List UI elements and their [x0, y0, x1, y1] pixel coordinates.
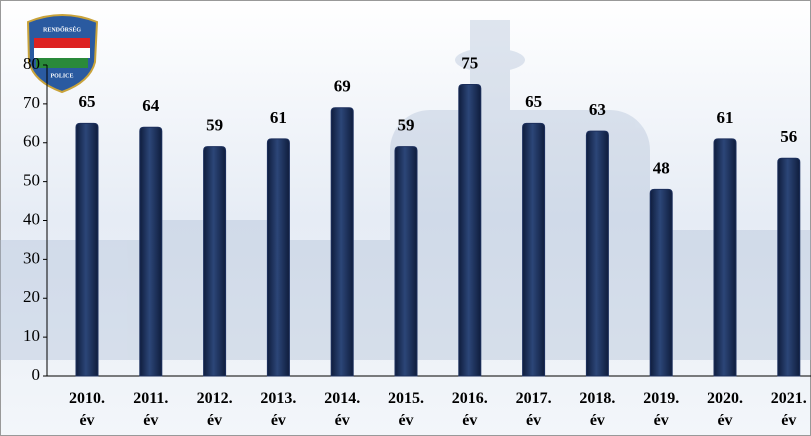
y-tick-label: 50	[23, 171, 40, 190]
bar	[394, 146, 418, 377]
bar	[585, 130, 609, 377]
y-tick-label: 60	[23, 132, 40, 151]
value-label: 63	[589, 100, 606, 119]
value-label: 75	[461, 53, 478, 72]
value-label: 69	[334, 77, 351, 96]
y-tick-label: 10	[23, 326, 40, 345]
value-label: 56	[780, 127, 797, 146]
x-tick-label: 2020. év	[707, 390, 743, 429]
value-label: 59	[206, 116, 223, 135]
x-tick-label: 2017. év	[515, 390, 552, 429]
x-tick-label: 2013. év	[260, 390, 297, 429]
value-label: 61	[717, 108, 734, 127]
x-tick-label: 2010. év	[69, 390, 105, 429]
x-tick-label: 2014. év	[324, 390, 361, 429]
y-tick-label: 30	[23, 248, 40, 267]
value-label: 61	[270, 108, 287, 127]
bar	[75, 122, 99, 377]
bar	[139, 126, 163, 377]
value-label: 48	[653, 158, 670, 177]
x-tick-label: 2011. év	[133, 390, 169, 429]
bar	[649, 188, 673, 377]
y-tick-label: 40	[23, 209, 40, 228]
bar	[330, 107, 354, 377]
value-label: 65	[525, 92, 542, 111]
logo-text: RENDŐRSÉG	[43, 25, 81, 33]
value-label: 59	[398, 116, 415, 135]
bar	[522, 122, 546, 377]
y-tick-label: 70	[23, 93, 40, 112]
x-tick-label: 2019. év	[643, 390, 680, 429]
bar	[713, 138, 737, 377]
bar	[458, 83, 482, 377]
x-tick-label: 2021. év	[770, 390, 807, 429]
logo: RENDŐRSÉG POLICE	[26, 14, 99, 94]
bar	[203, 146, 227, 377]
y-tick-label: 0	[32, 365, 41, 384]
x-tick-label: 2016. év	[451, 390, 488, 429]
y-tick-label: 20	[23, 287, 40, 306]
bar	[777, 157, 801, 377]
value-label: 65	[79, 92, 96, 111]
y-tick-label: 80	[23, 54, 40, 73]
bar	[266, 138, 290, 377]
x-tick-label: 2015. év	[388, 390, 424, 429]
x-tick-label: 2012. év	[196, 390, 233, 429]
logo-text: POLICE	[50, 73, 73, 79]
value-label: 64	[142, 96, 160, 115]
x-tick-label: 2018. év	[579, 390, 616, 429]
